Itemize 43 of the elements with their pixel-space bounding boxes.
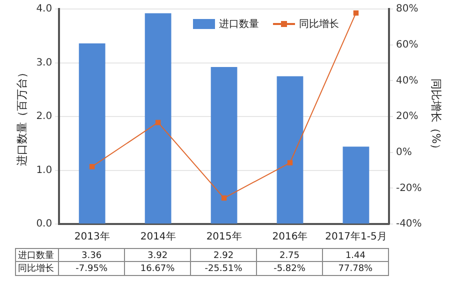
y2-tick-label: 0% bbox=[396, 146, 412, 158]
data-label: 77.78% bbox=[322, 262, 389, 276]
x-tick-label: 2014年 bbox=[140, 230, 176, 243]
y2-axis-title: 同比增长（%） bbox=[430, 78, 443, 155]
data-label: 2.92 bbox=[191, 248, 258, 262]
data-label: -5.82% bbox=[257, 262, 323, 276]
text: 同比增长 bbox=[18, 264, 54, 274]
y-axis-title: 进口数量（百万台） bbox=[15, 67, 28, 166]
point bbox=[287, 160, 293, 166]
legend-label: 进口数量 bbox=[218, 18, 259, 31]
point bbox=[155, 120, 161, 126]
bar bbox=[144, 13, 172, 224]
y-tick-label: 2.0 bbox=[36, 111, 52, 122]
bar bbox=[78, 43, 106, 224]
y2-tick-label: 20% bbox=[396, 111, 418, 122]
point bbox=[89, 164, 95, 170]
bar bbox=[210, 67, 238, 224]
point bbox=[221, 195, 227, 201]
y-tick-label: 1.0 bbox=[36, 164, 52, 176]
x-tick-label: 2015年 bbox=[206, 230, 242, 243]
data-label: 16.67% bbox=[125, 262, 192, 276]
bar bbox=[342, 146, 370, 224]
y-tick-label: 0.0 bbox=[36, 218, 52, 230]
legend-label: 同比增长 bbox=[298, 18, 339, 31]
data-label: -25.51% bbox=[191, 262, 258, 276]
y-tick-label: 3.0 bbox=[36, 57, 52, 68]
x-tick-label: 2013年 bbox=[74, 230, 110, 243]
y2-tick-label: 60% bbox=[396, 39, 418, 50]
y2-tick-label: -40% bbox=[396, 218, 422, 230]
data-label: -7.95% bbox=[59, 262, 126, 276]
data-label: 1.44 bbox=[322, 248, 389, 262]
point bbox=[353, 10, 359, 16]
data-label: 3.92 bbox=[125, 248, 192, 262]
data-label: 2.75 bbox=[257, 248, 323, 262]
y-tick-label: 4.0 bbox=[36, 4, 52, 15]
bar bbox=[276, 76, 304, 224]
y2-tick-label: -20% bbox=[396, 182, 422, 194]
x-tick-label: 2017年1-5月 bbox=[325, 230, 387, 243]
y2-tick-label: 40% bbox=[396, 75, 418, 86]
y2-tick-label: 80% bbox=[396, 4, 418, 15]
x-tick-label: 2016年 bbox=[272, 230, 308, 243]
text: 进口数量 bbox=[18, 251, 54, 261]
data-label: 3.36 bbox=[59, 248, 126, 262]
